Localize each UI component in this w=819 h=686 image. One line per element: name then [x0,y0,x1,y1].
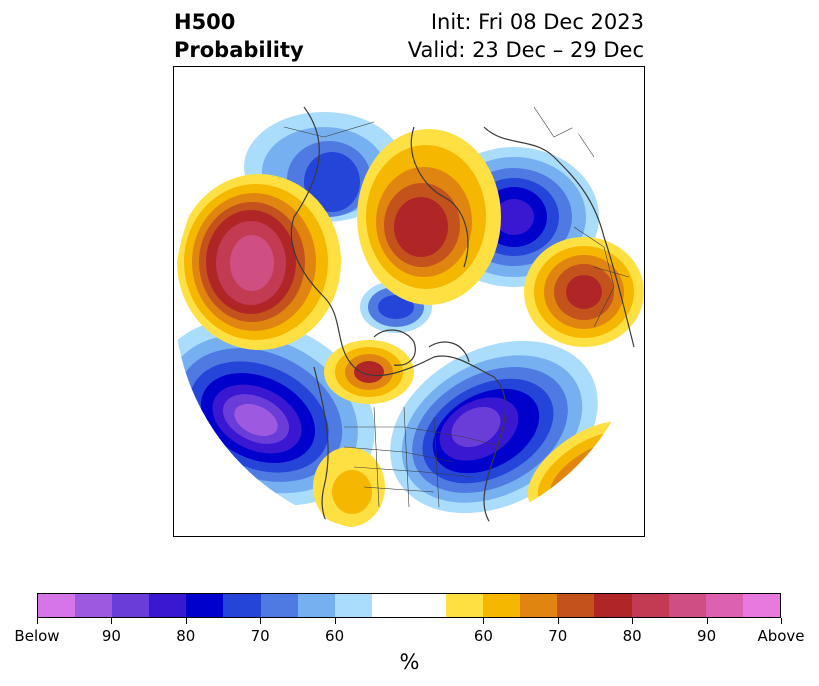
colorbar-tick-label: 80 [622,627,642,645]
colorbar-segment [38,594,76,617]
colorbar-segment [520,594,558,617]
title-variable: H500 [174,10,236,34]
map-panel [173,66,645,537]
colorbar-segment [75,594,113,617]
colorbar-tick [260,618,262,624]
colorbar-tick-label: 60 [325,627,345,645]
colorbar-tick [632,618,634,624]
colorbar-tick [334,618,336,624]
colorbar-tick [185,618,187,624]
political-borders [283,106,630,508]
colorbar-tick-label: 80 [176,627,196,645]
colorbar-unit-label: % [399,650,420,674]
colorbar-segment [112,594,150,617]
colorbar-segment [446,594,484,617]
colorbar-segment [297,594,335,617]
colorbar-tick-label: 70 [250,627,270,645]
colorbar-tick-label: 90 [697,627,717,645]
colorbar-tick-label: Above [757,627,805,645]
colorbar-tick [483,618,485,624]
title-field: Probability [174,38,304,62]
colorbar [37,593,781,618]
colorbar-segment [186,594,224,617]
colorbar-tick-label: Below [14,627,60,645]
colorbar-segment [668,594,706,617]
colorbar-segment [223,594,261,617]
colorbar-tick-label: 60 [473,627,493,645]
colorbar-segment [371,594,409,617]
title-right: Init: Fri 08 Dec 2023 Valid: 23 Dec – 29… [408,8,644,64]
anomaly-above-europe [524,237,644,347]
colorbar-segment [594,594,632,617]
colorbar-segment [408,594,447,617]
colorbar-segment [334,594,372,617]
anomaly-above-east-asia [177,174,341,350]
colorbar-tick [781,618,782,624]
probability-map [174,67,644,535]
colorbar-segment [260,594,298,617]
colorbar-segment [149,594,187,617]
colorbar-tick [37,618,38,624]
colorbar-tick [111,618,113,624]
init-date-label: Init: Fri 08 Dec 2023 [430,10,644,34]
colorbar-segment [742,594,780,617]
colorbar-segment [705,594,743,617]
anomaly-above-russia [357,129,501,305]
colorbar-segment [483,594,521,617]
valid-range-label: Valid: 23 Dec – 29 Dec [407,38,644,62]
colorbar-tick-label: 90 [101,627,121,645]
colorbar-segment [557,594,595,617]
colorbar-tick [706,618,708,624]
colorbar-tick-label: 70 [548,627,568,645]
anomaly-above-west-canada [324,340,414,404]
colorbar-tick [557,618,559,624]
anomaly-above-southwest-us [313,447,385,527]
colorbar-segment [631,594,669,617]
title-left: H500 Probability [174,8,304,64]
